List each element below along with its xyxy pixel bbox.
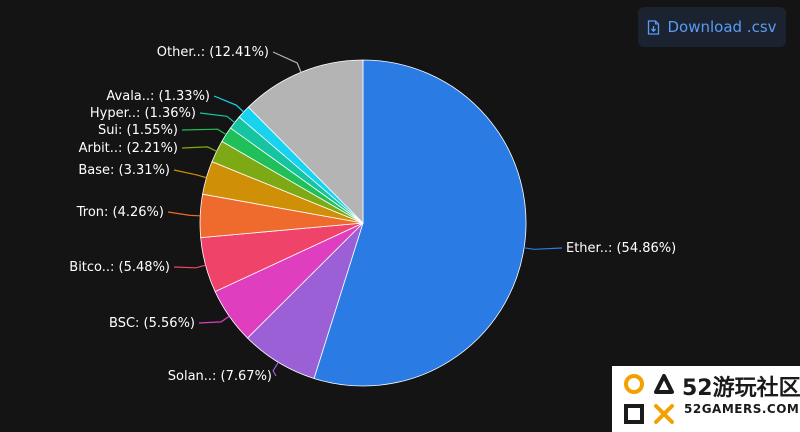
slice-label: Solan..: (7.67%) (168, 369, 272, 384)
slice-label: Bitco..: (5.48%) (69, 260, 170, 275)
pie-slice-other[interactable] (247, 59, 364, 224)
leader-line (213, 95, 245, 113)
slice-label: BSC: (5.56%) (109, 316, 195, 331)
leader-line (199, 112, 236, 123)
download-file-icon (647, 19, 660, 35)
slice-label: Other..: (12.41%) (157, 45, 269, 60)
playstation-symbols-logo (624, 374, 674, 424)
watermark-title: 52游玩社区 (682, 376, 800, 401)
pie-leader-lines (167, 51, 563, 377)
leader-line (173, 264, 206, 269)
leader-line (181, 146, 217, 152)
slice-label: Sui: (1.55%) (98, 123, 178, 138)
watermark-subtitle: 52GAMERS.COM (684, 402, 800, 416)
slice-label: Tron: (4.26%) (76, 205, 164, 220)
leader-line (181, 128, 227, 136)
pie-slices (199, 59, 527, 387)
slice-label: Base: (3.31%) (78, 163, 170, 178)
watermark: 52游玩社区 52GAMERS.COM (612, 366, 800, 432)
slice-label: Ether..: (54.86%) (566, 241, 676, 256)
leader-line (524, 247, 563, 250)
leader-line (173, 169, 207, 179)
slice-label: Arbit..: (2.21%) (79, 141, 178, 156)
pie-labels: Ether..: (54.86%) Solan..: (7.67%) BSC: (5… (69, 45, 676, 384)
slice-label: Hyper..: (1.36%) (90, 106, 196, 121)
slice-label: Avala..: (1.33%) (106, 89, 210, 104)
leader-line (198, 315, 230, 324)
download-csv-label: Download .csv (667, 18, 777, 36)
download-csv-button[interactable]: Download .csv (638, 7, 786, 47)
pie-slice-ether[interactable] (313, 59, 527, 387)
leader-line (272, 361, 279, 377)
leader-line (272, 51, 302, 73)
leader-line (167, 211, 201, 217)
